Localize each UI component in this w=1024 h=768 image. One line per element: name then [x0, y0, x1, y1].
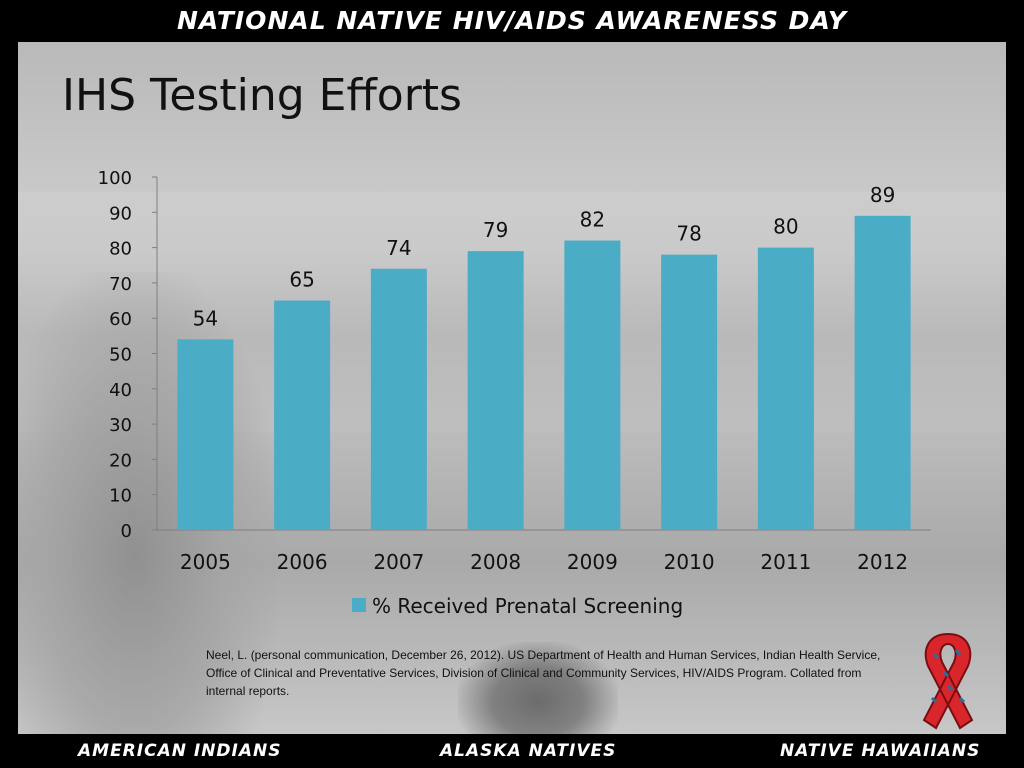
- data-label: 79: [483, 218, 508, 242]
- data-label: 80: [773, 215, 798, 239]
- x-tick-label: 2006: [277, 550, 328, 574]
- y-tick-label: 0: [121, 521, 132, 542]
- bar-chart: 0 10 20 30 40 50 60 70 80 90 100 54 2005 65 2006 74 2007…: [98, 168, 931, 618]
- bar: [564, 240, 621, 531]
- bar: [854, 215, 911, 530]
- background-shadow: [458, 642, 618, 734]
- red-ribbon-icon: [922, 632, 974, 730]
- footer-right-label: NATIVE HAWAIIANS: [780, 741, 981, 761]
- data-label: 78: [676, 222, 701, 246]
- top-banner: NATIONAL NATIVE HIV/AIDS AWARENESS DAY: [0, 0, 1024, 42]
- bar: [467, 251, 524, 530]
- bar: [274, 300, 331, 530]
- y-tick-label: 70: [109, 274, 132, 295]
- y-tick-label: 20: [109, 450, 132, 471]
- data-label: 74: [386, 236, 411, 260]
- slide-title: IHS Testing Efforts: [62, 70, 462, 121]
- bar: [757, 247, 814, 530]
- background-person: [18, 272, 278, 734]
- y-tick-label: 60: [109, 309, 132, 330]
- bar: [661, 254, 718, 530]
- y-tick-label: 30: [109, 415, 132, 436]
- x-tick-label: 2012: [857, 550, 908, 574]
- y-tick-label: 40: [109, 380, 132, 401]
- data-label: 54: [193, 306, 218, 330]
- x-tick-label: 2008: [470, 550, 521, 574]
- data-label: 89: [870, 183, 895, 207]
- y-tick-label: 10: [109, 486, 132, 507]
- y-tick-label: 100: [98, 168, 132, 189]
- x-tick-label: 2005: [180, 550, 231, 574]
- data-label: 65: [289, 268, 314, 292]
- y-tick-label: 80: [109, 239, 132, 260]
- x-tick-label: 2010: [664, 550, 715, 574]
- y-tick-label: 90: [109, 203, 132, 224]
- footer-left-label: AMERICAN INDIANS: [78, 741, 282, 761]
- x-tick-label: 2009: [567, 550, 618, 574]
- legend-label: % Received Prenatal Screening: [372, 594, 683, 618]
- legend-swatch: [352, 598, 366, 612]
- bar: [370, 268, 427, 530]
- bar: [177, 339, 234, 530]
- data-label: 82: [580, 208, 605, 232]
- footer-middle-label: ALASKA NATIVES: [440, 741, 617, 761]
- y-tick-label: 50: [109, 345, 132, 366]
- x-tick-label: 2011: [760, 550, 811, 574]
- citation-text: Neel, L. (personal communication, Decemb…: [206, 648, 881, 698]
- bottom-banner: AMERICAN INDIANS ALASKA NATIVES NATIVE H…: [0, 734, 1024, 768]
- x-tick-label: 2007: [373, 550, 424, 574]
